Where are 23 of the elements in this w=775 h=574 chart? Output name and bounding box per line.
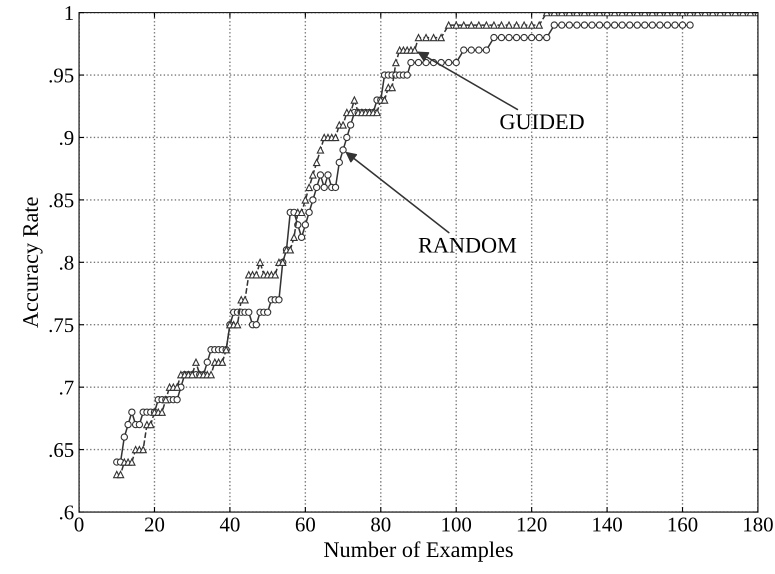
y-tick-label: .65	[50, 443, 74, 458]
y-tick-label: .85	[50, 193, 74, 208]
x-tick-label: 180	[744, 517, 773, 532]
x-tick-label: 20	[144, 517, 164, 532]
x-tick-label: 40	[220, 517, 240, 532]
annotation: GUIDED	[500, 114, 584, 130]
x-tick-label: 100	[442, 517, 472, 532]
y-tick-label: .8	[60, 256, 74, 270]
y-tick-label: .9	[60, 130, 74, 145]
x-tick-label: 140	[593, 517, 622, 532]
y-tick-label: .75	[50, 318, 74, 332]
y-tick-label: .7	[60, 380, 74, 395]
x-axis-title: Number of Examples	[324, 541, 513, 562]
x-tick-label: 80	[371, 517, 390, 532]
annotation: RANDOM	[418, 238, 516, 253]
x-tick-label: 160	[668, 517, 698, 532]
y-tick-label: 1	[66, 6, 73, 20]
x-tick-label: 60	[296, 517, 315, 532]
y-axis-title: Accuracy Rate	[23, 197, 43, 328]
x-tick-label: 120	[518, 517, 546, 532]
x-tick-label: 0	[74, 517, 84, 532]
y-tick-label: .95	[50, 68, 74, 83]
y-tick-label: .6	[60, 505, 74, 520]
